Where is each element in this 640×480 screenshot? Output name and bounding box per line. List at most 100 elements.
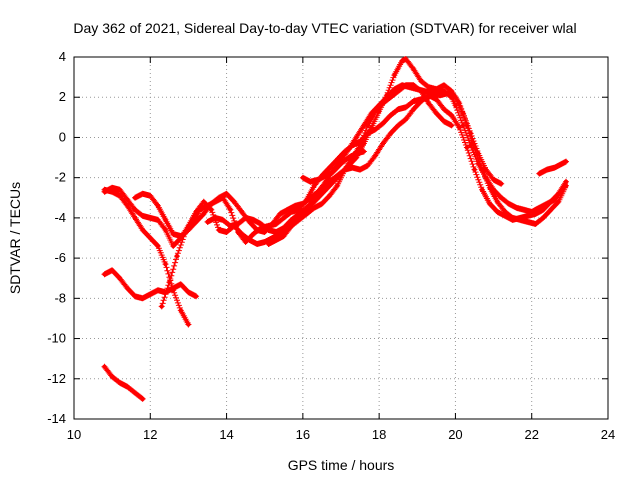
y-tick-label: 4 — [59, 49, 66, 64]
data-point — [132, 294, 138, 299]
data-point — [323, 173, 328, 178]
y-axis-label: SDTVAR / TECUs — [7, 182, 23, 294]
data-point — [392, 87, 397, 92]
data-point — [380, 121, 386, 126]
series-track-e — [204, 92, 569, 235]
y-tick-label: -14 — [47, 411, 66, 426]
data-point — [258, 221, 264, 227]
data-point — [403, 105, 408, 110]
data-point — [335, 183, 340, 188]
y-tick-label: -10 — [47, 331, 66, 346]
data-point — [174, 253, 180, 259]
data-point — [289, 209, 294, 215]
data-point — [254, 241, 260, 247]
data-point — [228, 223, 233, 229]
data-point — [155, 203, 161, 208]
data-point — [403, 83, 408, 88]
data-point — [525, 213, 531, 219]
data-point — [155, 217, 161, 223]
data-point — [178, 308, 183, 313]
data-point — [163, 290, 168, 295]
data-point — [453, 103, 458, 108]
data-point — [212, 215, 218, 221]
data-point — [205, 219, 210, 225]
data-point — [556, 199, 561, 204]
data-point — [155, 288, 161, 293]
data-point — [411, 83, 416, 88]
data-point — [354, 151, 359, 156]
data-point — [426, 85, 431, 90]
data-point — [434, 87, 439, 92]
data-point — [396, 89, 401, 94]
data-point — [140, 191, 145, 196]
data-point — [148, 193, 153, 198]
data-point — [441, 83, 447, 88]
data-point — [190, 221, 195, 227]
data-point — [281, 215, 286, 221]
y-tick-label: -6 — [54, 250, 66, 265]
data-point — [418, 78, 424, 84]
data-point — [277, 211, 283, 217]
data-point — [533, 211, 538, 217]
data-point — [140, 396, 145, 402]
data-point — [350, 165, 355, 170]
data-point — [361, 123, 367, 128]
data-point — [457, 101, 462, 106]
data-point — [506, 201, 511, 206]
data-point — [117, 276, 123, 281]
x-tick-label: 14 — [219, 427, 233, 442]
data-point — [285, 207, 290, 212]
data-point — [148, 215, 153, 221]
data-point — [380, 101, 386, 106]
data-point — [495, 209, 500, 215]
data-point — [239, 209, 244, 215]
data-point — [308, 179, 313, 184]
data-point — [350, 143, 355, 148]
data-point — [281, 233, 286, 239]
data-point — [274, 221, 279, 227]
y-tick-label: -8 — [54, 290, 66, 305]
data-point — [274, 229, 279, 235]
data-point — [548, 207, 553, 212]
data-point — [514, 205, 519, 210]
data-point — [171, 243, 176, 249]
data-point — [357, 143, 363, 148]
data-point — [335, 157, 340, 162]
data-point — [148, 292, 153, 297]
data-point — [235, 229, 241, 235]
data-point — [472, 145, 477, 150]
data-point — [457, 125, 462, 130]
y-tick-label: -2 — [54, 170, 66, 185]
data-point — [373, 127, 378, 132]
data-point — [552, 165, 557, 170]
data-point — [228, 207, 233, 212]
data-point — [197, 207, 203, 212]
data-point — [464, 145, 470, 150]
y-tick-label: 2 — [59, 89, 66, 104]
data-point — [102, 364, 107, 369]
data-point — [537, 171, 542, 176]
data-point — [472, 167, 477, 172]
data-point — [331, 169, 336, 174]
data-point — [167, 280, 172, 285]
data-point — [235, 221, 241, 227]
data-point — [102, 187, 107, 192]
data-point — [380, 141, 386, 146]
data-point — [243, 239, 248, 245]
data-point — [220, 217, 225, 223]
data-point — [125, 286, 130, 291]
data-point — [335, 173, 340, 178]
data-point — [163, 261, 168, 267]
data-point — [563, 159, 569, 164]
data-point — [449, 89, 454, 94]
data-point — [163, 217, 168, 223]
x-tick-label: 20 — [448, 427, 462, 442]
data-point — [479, 167, 485, 172]
data-point — [399, 58, 405, 64]
data-point — [483, 167, 489, 172]
data-point — [338, 161, 344, 166]
data-point — [434, 111, 439, 116]
data-point — [464, 123, 470, 128]
data-point — [487, 185, 492, 190]
